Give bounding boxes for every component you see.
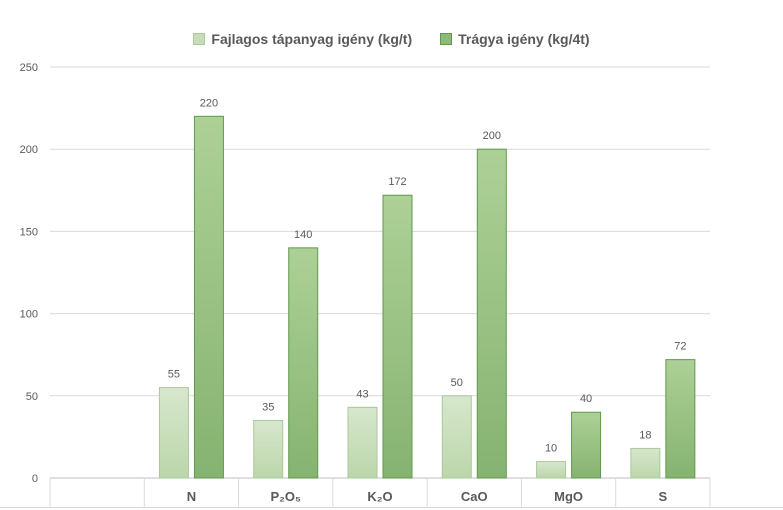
x-tick-label-3: K₂O [367, 489, 392, 504]
x-tick-label-6: S [659, 489, 668, 504]
data-label-1-4: 50 [451, 377, 463, 389]
y-tick-label-100: 100 [20, 309, 38, 321]
bar-2-5 [571, 411, 602, 479]
legend-label-series-1: Fajlagos tápanyag igény (kg/t) [211, 31, 413, 47]
x-tick-label-5: MgO [554, 489, 583, 504]
data-label-2-1: 220 [200, 97, 218, 109]
bar-1-2 [253, 419, 284, 479]
y-tick-label-250: 250 [20, 62, 38, 74]
data-label-1-5: 10 [545, 443, 557, 455]
data-label-2-6: 72 [674, 341, 686, 353]
chart-legend: Fajlagos tápanyag igény (kg/t) Trágya ig… [0, 31, 783, 47]
legend-label-series-2: Trágya igény (kg/4t) [458, 31, 590, 47]
bar-2-6 [665, 359, 696, 479]
chart-frame-bottom [0, 507, 783, 508]
data-label-2-4: 200 [483, 130, 501, 142]
x-tick-label-1: N [187, 489, 196, 504]
bar-1-5 [536, 461, 567, 479]
y-tick-label-200: 200 [20, 144, 38, 156]
bar-2-1 [193, 115, 224, 479]
x-tick-label-4: CaO [461, 489, 488, 504]
data-label-2-3: 172 [388, 176, 406, 188]
data-label-2-2: 140 [294, 229, 312, 241]
bar-2-4 [476, 148, 507, 479]
data-label-1-2: 35 [262, 401, 274, 413]
bar-1-1 [158, 387, 189, 479]
data-label-1-3: 43 [356, 388, 368, 400]
bar-2-3 [382, 194, 413, 479]
bar-2-2 [288, 247, 319, 479]
y-tick-label-0: 0 [32, 473, 38, 485]
legend-swatch-series-2 [440, 33, 453, 45]
data-label-1-6: 18 [639, 429, 651, 441]
legend-item-series-1: Fajlagos tápanyag igény (kg/t) [193, 31, 412, 47]
x-tick-label-2: P₂O₅ [270, 489, 301, 504]
bar-1-6 [630, 447, 661, 479]
y-tick-label-50: 50 [26, 391, 38, 403]
y-tick-label-150: 150 [20, 226, 38, 238]
data-label-1-1: 55 [168, 369, 180, 381]
bar-1-4 [441, 395, 472, 479]
legend-item-series-2: Trágya igény (kg/4t) [440, 31, 590, 47]
bar-1-3 [347, 406, 378, 479]
data-label-2-5: 40 [580, 393, 592, 405]
legend-swatch-series-1 [193, 33, 206, 45]
